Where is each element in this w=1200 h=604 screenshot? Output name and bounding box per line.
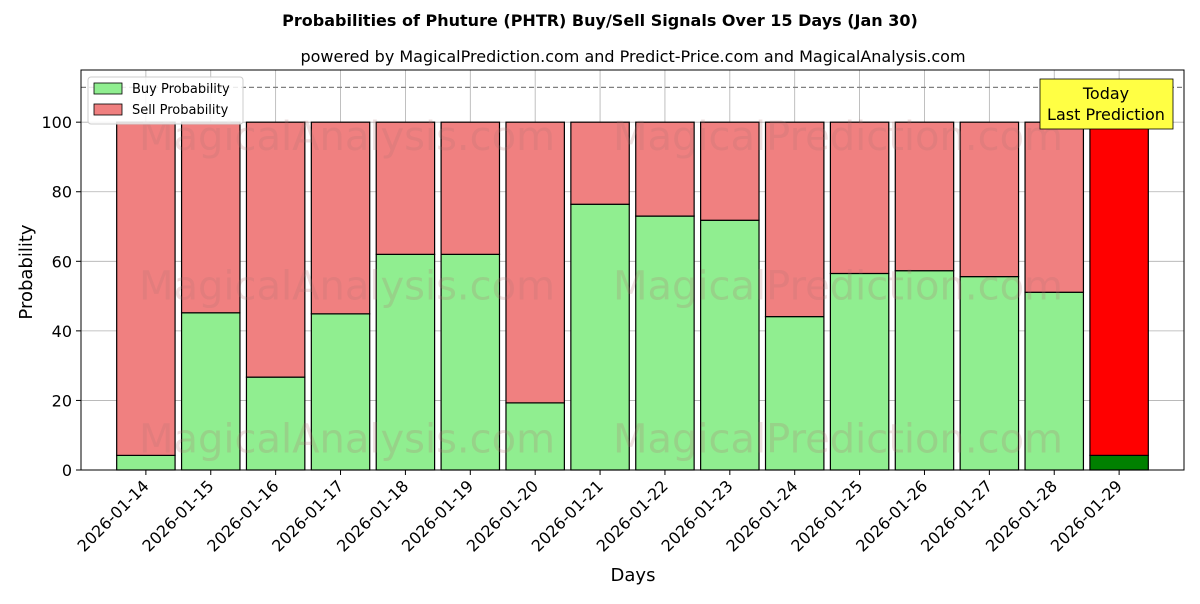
bar-buy xyxy=(764,316,825,471)
legend: Buy Probability Sell Probability xyxy=(87,76,244,125)
bar-sell xyxy=(1024,121,1085,293)
y-axis-label: Probability xyxy=(16,224,37,319)
x-axis-label: Days xyxy=(611,565,656,586)
legend-label-buy: Buy Probability xyxy=(132,82,230,97)
watermark-text: MagicalAnalysis.com xyxy=(139,264,555,310)
annotation-line2: Last Prediction xyxy=(1047,105,1165,124)
bar-sell xyxy=(440,121,501,255)
bar-sell xyxy=(894,121,955,272)
chart-subtitle: powered by MagicalPrediction.com and Pre… xyxy=(300,47,965,66)
bar-sell xyxy=(505,121,565,404)
y-tick-label: 0 xyxy=(62,461,72,480)
bar-buy xyxy=(375,253,436,471)
watermark-layer: MagicalAnalysis.com MagicalPrediction.com… xyxy=(139,114,1063,463)
bar-sell xyxy=(245,121,306,378)
bar-sell xyxy=(700,121,760,221)
bar-sell xyxy=(829,121,890,275)
bars-layer xyxy=(116,121,1149,471)
bar-sell xyxy=(959,121,1020,278)
bar-buy xyxy=(635,215,695,471)
watermark-text: MagicalPrediction.com xyxy=(613,417,1063,463)
y-tick-label: 40 xyxy=(52,322,72,341)
watermark-text: MagicalAnalysis.com xyxy=(139,417,555,463)
today-annotation: Today Last Prediction xyxy=(1039,78,1174,130)
bar-sell xyxy=(310,121,371,315)
y-tick-label: 100 xyxy=(41,113,72,132)
chart-title: Probabilities of Phuture (PHTR) Buy/Sell… xyxy=(282,11,918,30)
bar-sell xyxy=(116,121,176,456)
bar-sell xyxy=(180,121,241,314)
legend-frame xyxy=(87,76,244,125)
bar-buy xyxy=(1089,454,1149,471)
watermark-text: MagicalPrediction.com xyxy=(613,114,1063,160)
legend-swatch-sell xyxy=(93,103,123,116)
y-tick-label: 20 xyxy=(52,391,72,410)
annotation-line1: Today xyxy=(1082,84,1129,103)
watermark-text: MagicalPrediction.com xyxy=(613,264,1063,310)
bar-buy xyxy=(700,219,760,471)
bar-buy xyxy=(1024,291,1085,471)
bar-sell xyxy=(635,121,695,217)
bar-buy xyxy=(505,402,565,471)
bar-sell xyxy=(1089,121,1149,456)
y-tick-label: 80 xyxy=(52,183,72,202)
annotation-box xyxy=(1039,78,1174,130)
legend-label-sell: Sell Probability xyxy=(132,103,229,118)
legend-swatch-buy xyxy=(93,82,123,95)
bar-buy xyxy=(310,313,371,471)
plot-frame xyxy=(80,69,1185,471)
bar-sell xyxy=(764,121,825,318)
bar-sell xyxy=(570,121,630,205)
bar-buy xyxy=(570,203,630,471)
bar-sell xyxy=(375,121,436,255)
bar-buy xyxy=(440,253,501,471)
y-tick-label: 60 xyxy=(52,252,72,271)
